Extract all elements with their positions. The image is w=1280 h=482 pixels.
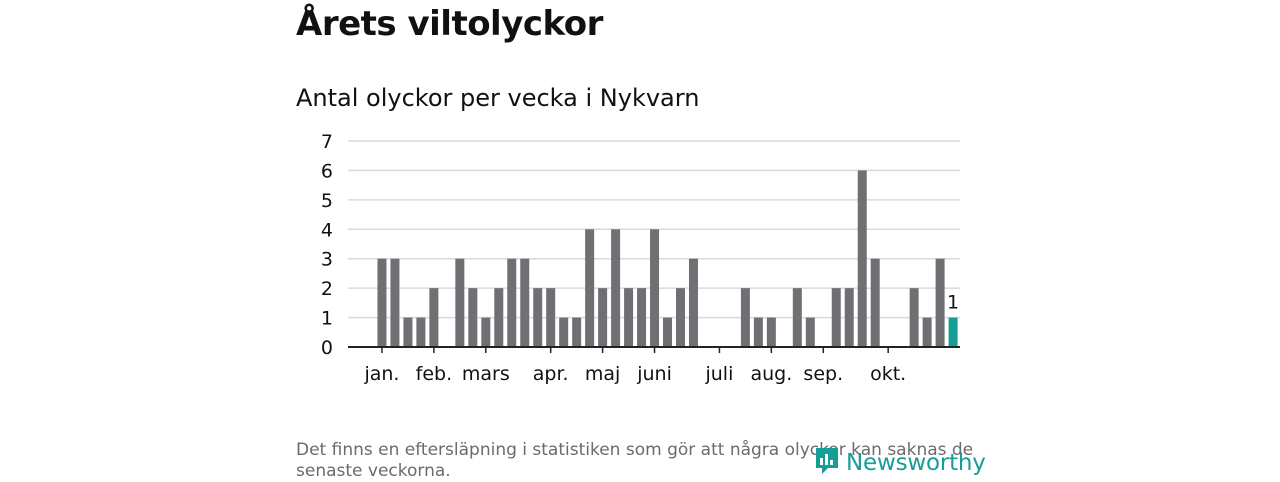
newsworthy-logo-icon [814,446,840,480]
bar-week-36[interactable] [805,317,815,347]
bar-week-17[interactable] [559,317,569,347]
brand-logo[interactable]: Newsworthy [814,446,986,480]
bar-week-23[interactable] [637,288,647,347]
highlight-value-label: 1 [947,292,959,314]
bar-week-26[interactable] [676,288,685,347]
bar-week-20[interactable] [598,288,608,347]
bar-week-41[interactable] [870,258,880,347]
bar-week-39[interactable] [844,288,854,347]
x-tick-label-feb: feb. [416,363,452,385]
bar-week-44[interactable] [909,288,919,347]
x-tick-label-sep: sep. [803,363,843,385]
bar-week-9[interactable] [455,258,465,347]
y-tick-label-6: 6 [321,160,333,182]
bar-week-31[interactable] [740,288,750,347]
bar-week-15[interactable] [533,288,543,347]
bar-week-5[interactable] [403,317,413,347]
x-tick-label-juni: juni [636,363,672,385]
bars-layer [377,170,958,347]
bar-week-47[interactable] [948,317,958,347]
bar-week-32[interactable] [753,317,763,347]
bar-week-6[interactable] [416,317,426,347]
bar-week-10[interactable] [468,288,478,347]
bar-week-11[interactable] [481,317,491,347]
brand-name: Newsworthy [846,450,986,476]
x-tick-label-juli: juli [704,363,733,385]
chart-subtitle: Antal olyckor per vecka i Nykvarn [296,84,700,112]
bar-week-27[interactable] [688,258,698,347]
bar-week-21[interactable] [611,229,621,347]
bar-week-14[interactable] [520,258,530,347]
x-tick-label-aug: aug. [750,363,792,385]
y-tick-label-1: 1 [321,308,333,330]
bar-week-38[interactable] [831,288,841,347]
bar-week-4[interactable] [390,258,400,347]
bar-week-45[interactable] [922,317,932,347]
axis-layer [348,346,960,353]
bar-week-24[interactable] [650,229,660,347]
bar-week-12[interactable] [494,288,504,347]
bar-week-25[interactable] [663,317,673,347]
footnote: Det finns en eftersläpning i statistiken… [296,440,974,481]
bar-week-22[interactable] [624,288,634,347]
page-title: Årets viltolyckor [296,4,603,44]
bar-week-40[interactable] [857,170,867,347]
x-tick-label-apr: apr. [533,363,569,385]
y-tick-label-4: 4 [321,219,333,241]
bar-week-35[interactable] [792,288,802,347]
y-tick-label-3: 3 [321,249,333,271]
labels-layer: 0 1 2 3 4 5 6 7 1 jan. feb. mars apr. maj juni juli aug.… [321,131,959,385]
bar-week-7[interactable] [429,288,439,347]
y-tick-label-0: 0 [321,337,333,359]
y-tick-label-2: 2 [321,278,333,300]
y-tick-label-7: 7 [321,131,333,153]
y-tick-label-5: 5 [321,190,333,212]
x-tick-label-okt: okt. [870,363,906,385]
bar-week-18[interactable] [572,317,582,347]
x-tick-label-jan: jan. [363,363,399,385]
x-tick-label-maj: maj [585,363,620,385]
bar-week-3[interactable] [377,258,387,347]
bar-week-19[interactable] [585,229,595,347]
bar-week-46[interactable] [935,258,945,347]
x-tick-label-mars: mars [462,363,510,385]
bar-week-13[interactable] [507,258,517,347]
bar-week-16[interactable] [546,288,556,347]
bar-chart: 0 1 2 3 4 5 6 7 1 jan. feb. mars apr. maj juni juli aug.… [321,131,960,385]
bar-week-33[interactable] [766,317,776,347]
